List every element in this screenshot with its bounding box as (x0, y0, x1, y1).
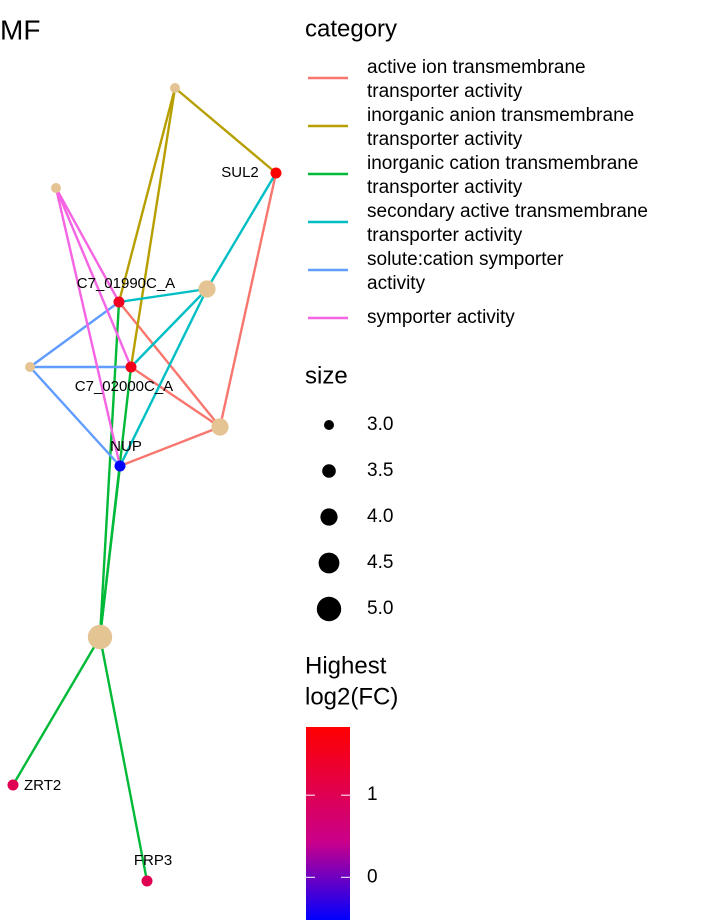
edge (98, 636, 149, 882)
size-label: 5.0 (367, 598, 393, 619)
edge (129, 87, 177, 368)
edge (118, 287, 208, 304)
gene-node (125, 361, 137, 373)
tick-label: 1 (367, 784, 378, 805)
legend-label: transporter activity (367, 81, 523, 102)
gene-node (7, 779, 19, 791)
size-key (318, 552, 340, 574)
color-bar (306, 727, 350, 920)
edge (118, 288, 209, 467)
gene-label: ZRT2 (24, 777, 61, 794)
edge (205, 172, 278, 290)
chart-title: MF (0, 14, 40, 45)
edge (117, 87, 177, 303)
edge (54, 187, 122, 467)
category-node (25, 362, 35, 372)
category-node (51, 183, 61, 193)
legend-label: transporter activity (367, 129, 523, 150)
legend-label: transporter activity (367, 225, 523, 246)
gene-label: C7_01990C_A (77, 275, 175, 292)
gene-node (141, 875, 153, 887)
edge (29, 301, 120, 368)
edge (130, 366, 221, 428)
category-node (211, 418, 229, 436)
size-key (316, 596, 342, 622)
edge (29, 366, 121, 467)
edge (98, 465, 122, 638)
category-node (170, 83, 180, 93)
legend-title: size (305, 362, 348, 389)
gene-node (270, 167, 282, 179)
tick-label: 0 (367, 866, 378, 887)
edge (174, 87, 277, 174)
legend-title: Highest (305, 652, 387, 679)
size-label: 3.0 (367, 414, 393, 435)
size-key (324, 420, 334, 430)
gene-node (114, 460, 126, 472)
gene-label: C7_02000C_A (75, 378, 173, 395)
edge (98, 301, 121, 638)
legend-title: category (305, 15, 397, 42)
category-node (198, 280, 216, 298)
category-node (87, 624, 113, 650)
edge (11, 636, 102, 786)
legend-label: solute:cation symporter (367, 249, 564, 270)
edge (218, 172, 278, 428)
edge (54, 187, 121, 303)
edge (130, 288, 208, 368)
size-label: 4.5 (367, 552, 393, 573)
legend-title: log2(FC) (305, 683, 398, 710)
size-label: 3.5 (367, 460, 393, 481)
edge (54, 187, 133, 368)
legend-label: activity (367, 273, 426, 294)
gene-label: SUL2 (221, 164, 259, 181)
size-key (320, 508, 338, 526)
legend-label: inorganic anion transmembrane (367, 105, 634, 126)
legend-label: transporter activity (367, 177, 523, 198)
gene-label: FRP3 (134, 852, 172, 869)
legend-label: active ion transmembrane (367, 57, 586, 78)
legend-label: inorganic cation transmembrane (367, 153, 638, 174)
gene-label: NUP (110, 438, 142, 455)
size-key (322, 464, 336, 478)
legend-label: secondary active transmembrane (367, 201, 648, 222)
gene-node (113, 296, 125, 308)
edge (119, 425, 221, 468)
size-label: 4.0 (367, 506, 393, 527)
legend-label: symporter activity (367, 307, 515, 328)
